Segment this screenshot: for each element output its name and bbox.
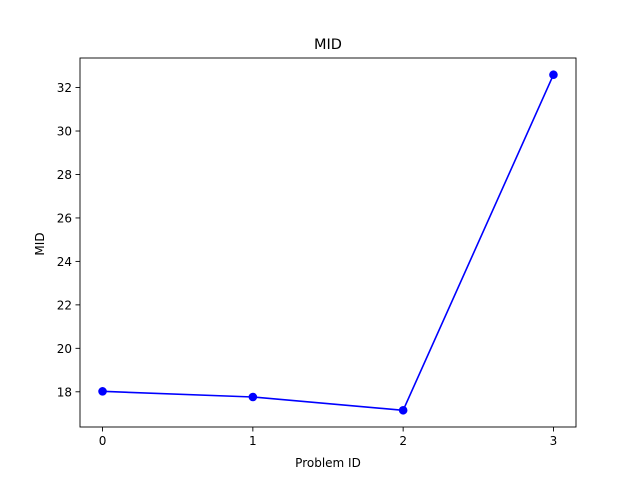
x-axis-label: Problem ID	[295, 456, 361, 470]
y-tick-label: 30	[57, 125, 72, 139]
y-tick-label: 24	[57, 255, 72, 269]
x-tick-label: 2	[399, 434, 407, 448]
chart-title: MID	[314, 37, 342, 53]
data-point	[549, 70, 558, 80]
x-tick-label: 3	[550, 434, 558, 448]
y-tick-label: 28	[57, 168, 72, 182]
series-line	[102, 74, 555, 412]
data-point	[248, 392, 258, 402]
data-point	[98, 387, 107, 396]
data-point	[398, 405, 408, 415]
y-axis-label: MID	[33, 232, 47, 255]
axes-frame	[79, 57, 577, 428]
y-tick-label: 22	[57, 298, 72, 312]
y-tick-label: 26	[57, 211, 72, 225]
y-tick-label: 18	[57, 385, 72, 399]
y-tick-label: 20	[57, 342, 72, 356]
x-tick-label: 1	[249, 434, 257, 448]
y-tick-label: 32	[57, 81, 72, 95]
x-tick-label: 0	[99, 434, 107, 448]
plot-area: 0 1 2 3 18 20 22 24 26 28 30 32	[57, 57, 577, 448]
